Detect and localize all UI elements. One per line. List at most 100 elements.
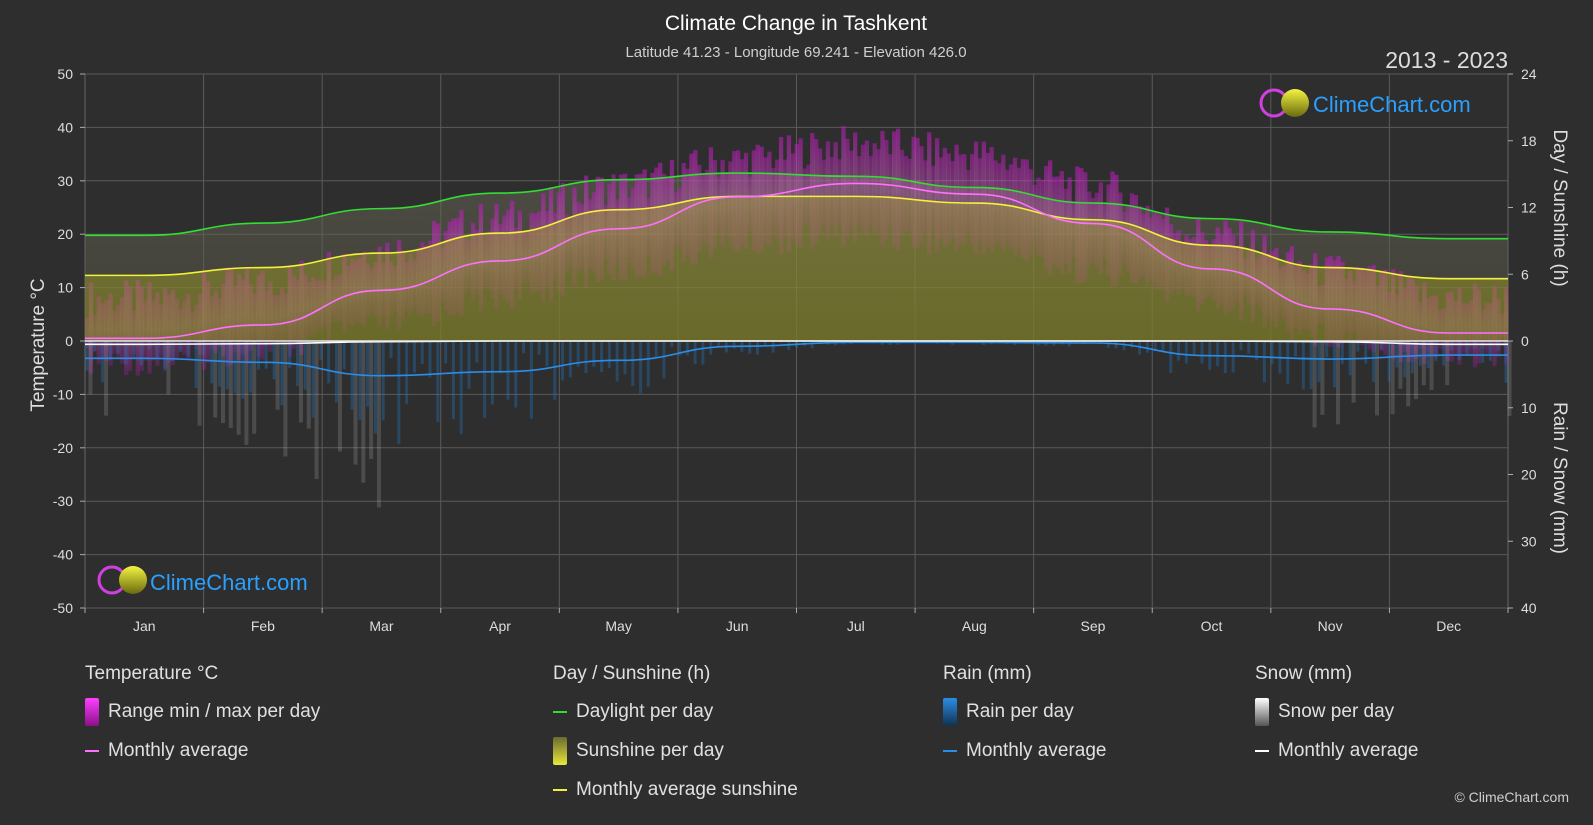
snow-bar xyxy=(298,341,303,423)
y-right-top-tick-label: 12 xyxy=(1521,200,1537,216)
legend-sunshine: Day / Sunshine (h) Daylight per day Suns… xyxy=(553,663,798,818)
temp-range-bar xyxy=(880,130,885,246)
rain-bar xyxy=(1434,341,1438,361)
rain-bar xyxy=(202,341,206,356)
legend-item: Rain per day xyxy=(943,698,1106,726)
rain-bar xyxy=(1270,341,1274,365)
rain-bar xyxy=(358,341,362,420)
rain-bar xyxy=(693,341,697,364)
rain-bar xyxy=(147,341,151,350)
rain-bar xyxy=(623,341,627,375)
rain-bar xyxy=(717,341,721,347)
rain-bar xyxy=(1504,341,1508,383)
rain-bar xyxy=(1145,341,1149,353)
rain-bar xyxy=(561,341,565,381)
legend-heading: Rain (mm) xyxy=(943,663,1032,684)
rain-bar xyxy=(600,341,604,373)
temp-range-bar xyxy=(938,157,944,240)
rain-bar xyxy=(459,341,463,435)
rain-bar xyxy=(342,341,346,370)
line-swatch-icon xyxy=(1255,750,1269,752)
rain-bar xyxy=(163,341,167,371)
rain-bar xyxy=(1262,341,1266,383)
rain-bar xyxy=(592,341,596,367)
logo-sun-icon xyxy=(119,566,147,594)
temp-range-bar xyxy=(1001,154,1006,252)
rain-bar xyxy=(646,341,650,387)
legend-item: Monthly average xyxy=(1255,740,1418,762)
rain-bar xyxy=(264,341,268,369)
snow-bar xyxy=(1445,341,1450,386)
temp-range-bar xyxy=(833,142,838,237)
rain-bar xyxy=(210,341,214,384)
x-tick-label: May xyxy=(605,618,631,634)
chart-subtitle: Latitude 41.23 - Longitude 69.241 - Elev… xyxy=(625,44,966,61)
rain-bar xyxy=(1169,341,1173,373)
rain-bar xyxy=(186,341,190,357)
axes: 50 40 30 20 10 0 -10 -20 -30 -40 -50 24 18 12 6 0 10 20 30… xyxy=(53,66,1537,634)
rain-bar xyxy=(93,341,97,352)
rain-bar xyxy=(1255,341,1259,361)
temp-range-bar xyxy=(942,147,947,247)
rain-bar xyxy=(483,341,487,419)
temp-range-bar xyxy=(888,154,893,231)
snow-bar xyxy=(1351,341,1356,403)
rain-bar xyxy=(639,341,643,394)
legend-item: Monthly average xyxy=(85,740,320,762)
brand-logo-bottom[interactable]: ClimeChart.com xyxy=(97,565,308,595)
logo-sun-icon xyxy=(1281,89,1309,117)
temp-range-bar xyxy=(814,139,819,243)
snow-swatch-icon xyxy=(1255,698,1269,726)
rain-bar xyxy=(373,341,377,434)
x-tick-label: Dec xyxy=(1436,618,1461,634)
legend-item: Range min / max per day xyxy=(85,698,320,726)
rain-bar xyxy=(1067,341,1071,347)
rain-bar xyxy=(615,341,619,382)
rain-bar xyxy=(475,341,479,363)
rain-bar xyxy=(1216,341,1220,367)
line-swatch-icon xyxy=(85,750,99,752)
snow-bar xyxy=(1320,341,1325,415)
brand-logo-top[interactable]: ClimeChart.com xyxy=(1259,88,1471,118)
temp-range-bar xyxy=(923,160,928,234)
temp-range-bar xyxy=(810,133,815,249)
legend-rain: Rain (mm) Rain per day Monthly average xyxy=(943,663,1106,779)
y-left-tick-label: 40 xyxy=(57,119,73,135)
rain-bar xyxy=(108,341,112,360)
snow-bar xyxy=(252,341,257,434)
snow-bar xyxy=(221,341,226,424)
rain-bar xyxy=(1387,341,1391,382)
rain-bar xyxy=(1465,341,1469,356)
rain-bar xyxy=(607,341,611,369)
temp-range-bar xyxy=(849,150,854,230)
sunshine-swatch-icon xyxy=(553,737,567,765)
rain-bar xyxy=(366,341,370,407)
rain-bar xyxy=(1301,341,1305,390)
y-axis-right-bottom-label: Rain / Snow (mm) xyxy=(1549,402,1570,554)
rain-bar xyxy=(256,341,260,370)
rain-bar xyxy=(1184,341,1188,364)
rain-bar xyxy=(662,341,666,379)
rain-bar xyxy=(412,341,416,373)
legend-label: Monthly average xyxy=(966,740,1107,761)
snow-bar xyxy=(337,341,342,452)
snow-bar xyxy=(244,341,249,445)
temp-range-bar xyxy=(927,132,932,255)
rain-bar xyxy=(1340,341,1344,364)
rain-bar xyxy=(350,341,354,410)
rain-bar xyxy=(529,341,533,419)
rain-bar xyxy=(405,341,409,404)
x-tick-label: Nov xyxy=(1318,618,1343,634)
y-right-top-tick-label: 6 xyxy=(1521,266,1529,282)
rain-bar xyxy=(756,341,760,355)
rain-bar xyxy=(1356,341,1360,352)
temp-range-bar xyxy=(950,161,955,239)
rain-bar xyxy=(85,341,89,371)
rain-bar xyxy=(1418,341,1422,366)
rain-bar xyxy=(678,341,682,356)
rain-bar xyxy=(225,341,229,390)
rain-bar xyxy=(1286,341,1290,384)
rain-bar xyxy=(553,341,557,400)
legend-label: Snow per day xyxy=(1278,701,1395,722)
temp-range-bar xyxy=(919,146,924,243)
